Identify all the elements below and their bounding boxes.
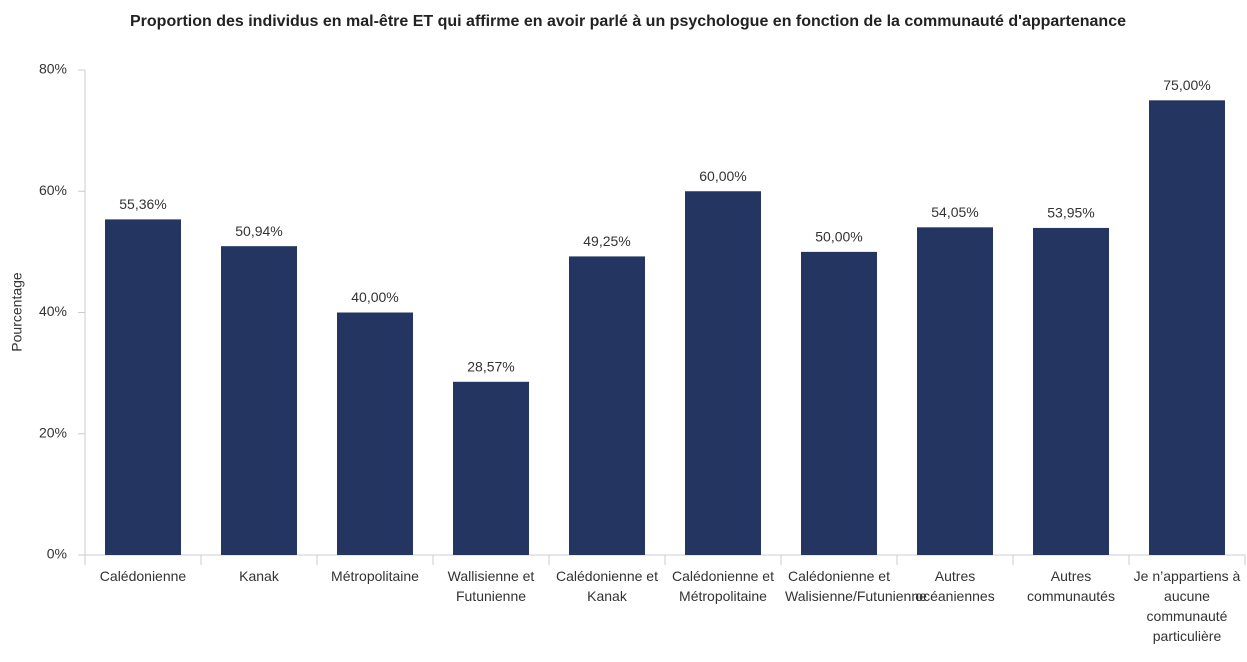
- x-tick-label: Wallisienne et Futunienne: [447, 568, 535, 604]
- chart-title: Proportion des individus en mal-être ET …: [130, 13, 1126, 30]
- bar: [917, 227, 993, 555]
- x-tick-label: Calédonienne: [99, 568, 187, 584]
- bar: [569, 256, 645, 555]
- value-label: 50,00%: [815, 229, 862, 245]
- bar: [1033, 227, 1109, 555]
- value-label: 54,05%: [931, 204, 978, 220]
- value-label: 49,25%: [583, 233, 630, 249]
- value-label: 28,57%: [467, 358, 514, 374]
- value-label: 40,00%: [351, 289, 398, 305]
- value-label: 50,94%: [235, 223, 282, 239]
- value-label: 53,95%: [1047, 205, 1094, 221]
- y-tick-label: 40%: [39, 303, 67, 319]
- bar: [685, 191, 761, 555]
- y-tick-label: 60%: [39, 182, 67, 198]
- x-tick-label: Autres communautés: [1027, 568, 1115, 604]
- x-tick-label: Calédonienne et Walisienne/Futunienne: [785, 568, 927, 604]
- value-label: 55,36%: [119, 196, 166, 212]
- bar: [337, 312, 413, 555]
- x-tick-label: Je n’appartiens à aucune communauté part…: [1133, 568, 1241, 644]
- x-tick-label: Autres océaniennes: [915, 568, 995, 604]
- bar: [1149, 100, 1225, 555]
- y-axis-label: Pourcentage: [9, 272, 25, 352]
- x-tick-label: Kanak: [239, 568, 279, 584]
- x-tick-label: Métropolitaine: [331, 568, 419, 584]
- y-tick-label: 80%: [39, 61, 67, 77]
- x-tick-label: Calédonienne et Métropolitaine: [672, 568, 774, 604]
- value-label: 60,00%: [699, 168, 746, 184]
- x-tick-label: Calédonienne et Kanak: [556, 568, 658, 604]
- value-label: 75,00%: [1163, 77, 1210, 93]
- bar: [453, 381, 529, 555]
- bar: [105, 219, 181, 555]
- y-tick-label: 0%: [47, 546, 67, 562]
- y-tick-label: 20%: [39, 424, 67, 440]
- bar: [801, 251, 877, 555]
- bar: [221, 246, 297, 555]
